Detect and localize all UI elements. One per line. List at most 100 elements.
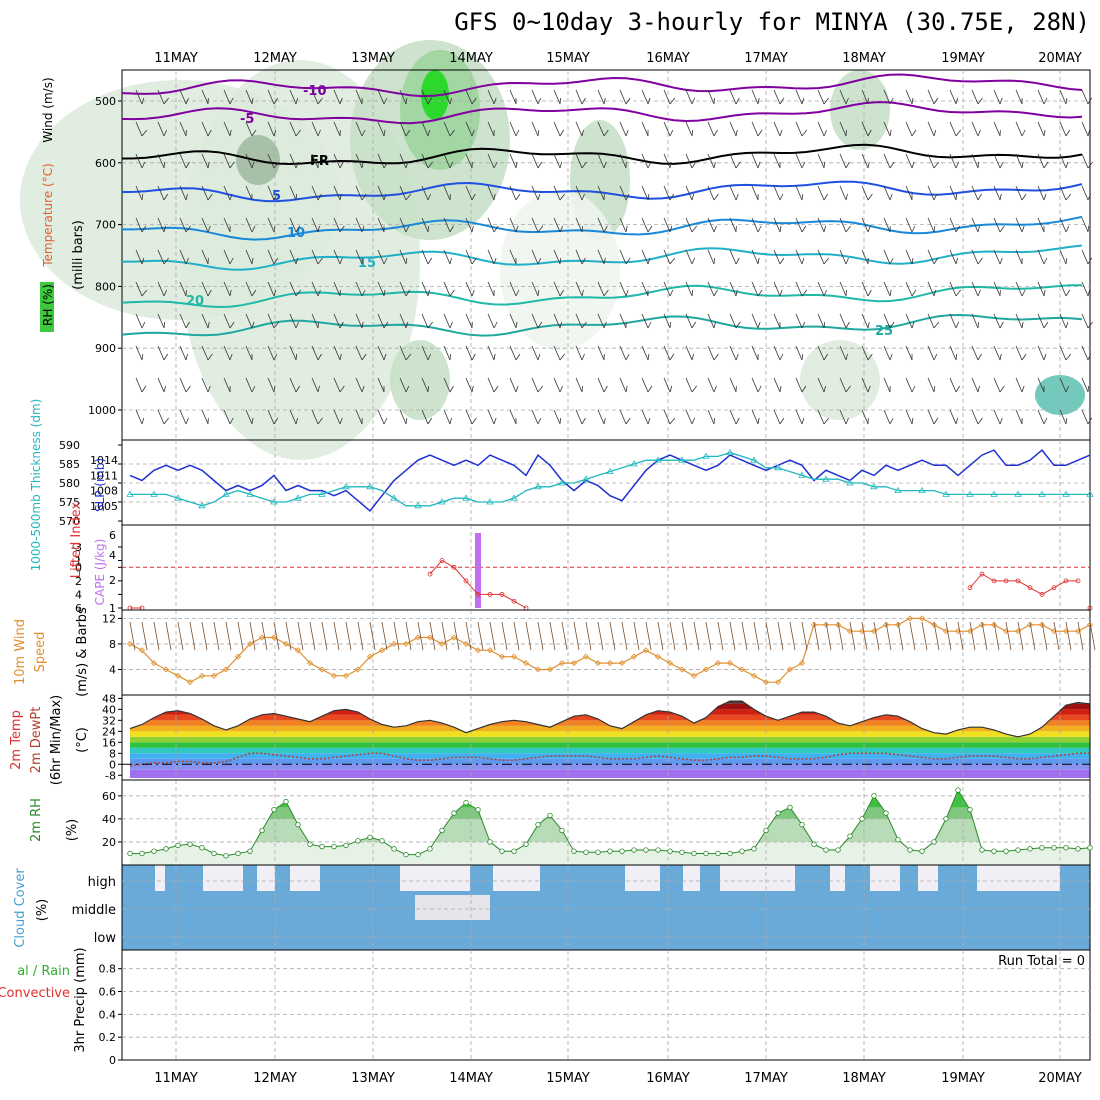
wind-barb-flag [229,289,232,297]
wind-barb-flag [537,385,544,393]
wind-barb [355,185,363,201]
thickness-marker [798,471,806,478]
rh-point [763,827,769,834]
wind-barb-flag [427,161,433,169]
wind-barb [465,249,473,265]
wind-barb-flag [163,385,167,393]
wind-barb [377,185,385,201]
wind-barb [377,313,385,329]
wind-barb [707,121,715,137]
thickness-marker [1038,490,1046,497]
wind-barb [909,621,916,651]
y-tick-label: 0.6 [99,986,117,999]
wind-barb [333,217,341,233]
wind-barb-flag [141,289,148,297]
wind-speed-marker [1050,628,1058,635]
wind-barb [795,217,803,233]
wind-barb-flag [1043,129,1046,137]
wind-barb-flag [647,321,652,329]
wind-barb [949,121,957,137]
wind-speed-marker [138,647,146,654]
wind-barb-flag [1065,289,1071,297]
wind-barb-flag [801,97,805,105]
wind-barb [981,621,988,651]
wind-speed-marker [690,672,698,679]
wind-barb [267,153,275,169]
wind-barb-flag [933,161,940,169]
wind-barb [949,249,957,265]
wind-barb-flag [1021,353,1027,361]
wind-barb-flag [141,385,147,393]
wind-barb [377,153,385,169]
wind-barb-flag [405,97,408,105]
wind-barb-flag [977,257,983,265]
wind-barb-flag [471,289,475,297]
rh-point [127,850,133,857]
wind-barb [487,217,495,233]
wind-barb [355,153,363,169]
wind-barb-flag [295,97,299,105]
wind-barb-flag [207,321,210,329]
wind-barb-flag [471,193,476,201]
rh-shading [390,340,450,420]
wind-barb [741,621,748,651]
wind-barb-flag [889,353,893,361]
wind-barb [1037,121,1045,137]
wind-barb-flag [647,97,651,105]
wind-barb [333,345,341,361]
rh-point [151,848,157,854]
wind-speed-marker [942,628,950,635]
wind-barb-flag [581,353,585,361]
wind-barb [795,377,803,393]
wind-barb [839,377,847,393]
wind-barb-flag [625,193,630,201]
wind-barb-flag [625,225,628,233]
li-point [487,592,493,597]
wind-barb-flag [1021,321,1024,329]
wind-barb [179,345,187,361]
wind-barb-flag [493,193,496,201]
wind-barb [267,345,275,361]
wind-barb-flag [955,225,961,233]
wind-barb-flag [911,97,914,105]
wind-barb [1081,409,1089,425]
wind-barb [321,621,328,651]
wind-barb-flag [669,321,672,329]
cape-tick: 4 [109,549,116,562]
wind-barb [993,377,1001,393]
wind-barb-flag [207,385,211,393]
wind-barb [597,313,605,329]
wind-barb [705,621,712,651]
wind-barb [1077,621,1084,651]
wind-barb-flag [867,225,871,233]
wind-barb [619,153,627,169]
wind-barb [135,281,143,297]
wind-barb-flag [999,257,1003,265]
thickness-marker [678,456,686,463]
high-cloud-gap [683,865,700,891]
wind-barb-flag [493,161,498,169]
wind-barb [333,185,341,201]
wind-barb [355,217,363,233]
wind-barb-flag [669,353,675,361]
wind-barb-flag [141,225,147,233]
wind-barb-flag [691,161,697,169]
wind-barb [597,409,605,425]
wind-barb [399,185,407,201]
wind-barb [729,89,737,105]
wind-barb [267,185,275,201]
high-cloud-gap [720,865,795,891]
wind-barb-flag [581,257,586,265]
wind-barb [1081,249,1089,265]
wind-barb [839,249,847,265]
rh-point [631,847,637,853]
wind-barb-flag [1065,321,1069,329]
axis-label: 10m Wind [13,619,28,685]
wind-barb-flag [273,161,280,169]
wind-barb [487,89,495,105]
wind-speed-marker [774,679,782,686]
y-tick-label: 700 [95,219,116,232]
temperature-contour [121,313,1083,337]
wind-barb [465,153,473,169]
wind-barb-flag [163,129,168,137]
